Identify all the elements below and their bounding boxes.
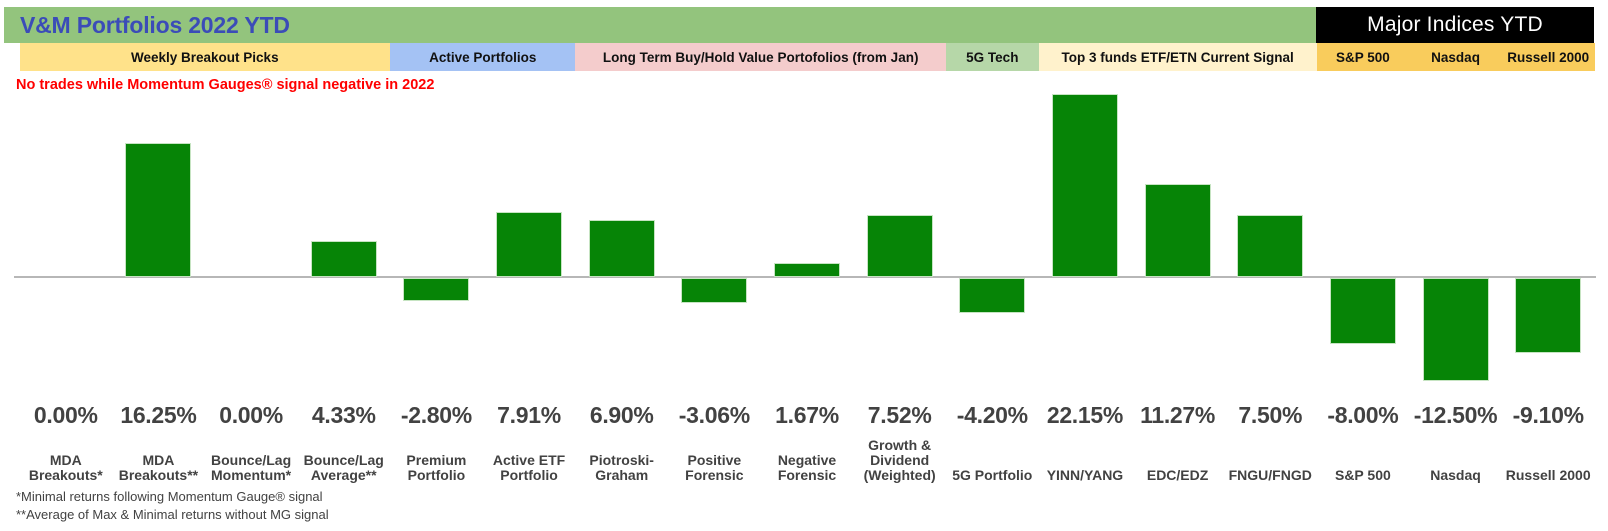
category-band-label: Active Portfolios [429, 49, 537, 65]
category-band: Top 3 funds ETF/ETN Current Signal [1038, 43, 1317, 71]
category-band: Active Portfolios [390, 43, 576, 71]
chart-bar [310, 241, 377, 277]
chart-bar [681, 278, 748, 304]
bar-category-label: Active ETF Portfolio [492, 452, 566, 483]
chart-bar [774, 263, 840, 277]
category-band: Nasdaq [1409, 43, 1502, 71]
title-band: V&M Portfolios 2022 YTD [4, 7, 1316, 43]
bar-value-label: -2.80% [400, 402, 472, 428]
chart-bar [1515, 278, 1582, 354]
bar-value-label: 4.33% [311, 402, 376, 428]
bar-value-label: -3.06% [678, 402, 750, 428]
category-band-label: Top 3 funds ETF/ETN Current Signal [1061, 49, 1294, 65]
warning-text: No trades while Momentum Gauges® signal … [16, 77, 435, 93]
bar-value-label: -9.10% [1512, 402, 1584, 428]
bar-category-label: MDA Breakouts* [28, 452, 103, 483]
chart-bar [125, 142, 192, 277]
bar-value-label: 0.00% [219, 402, 283, 428]
bar-value-label: 22.15% [1046, 402, 1124, 428]
chart-bar [1329, 278, 1396, 344]
footnote-1: *Minimal returns following Momentum Gaug… [16, 489, 323, 504]
category-band: Long Term Buy/Hold Value Portofolios (fr… [575, 43, 946, 71]
bar-value-label: -8.00% [1327, 402, 1399, 428]
chart-bar [1144, 184, 1211, 277]
bar-value-label: 16.25% [120, 402, 197, 428]
bar-category-label: Positive Forensic [685, 452, 744, 483]
bar-value-label: -4.20% [956, 402, 1028, 428]
bar-value-label: 0.00% [33, 402, 98, 428]
bar-category-label: 5G Portfolio [952, 467, 1033, 483]
chart-bar [1237, 215, 1304, 277]
chart-bar [959, 278, 1026, 313]
category-band-label: Weekly Breakout Picks [131, 49, 279, 65]
bar-category-label: S&P 500 [1334, 467, 1391, 483]
bar-category-label: MDA Breakouts** [118, 452, 199, 483]
category-band: Russell 2000 [1501, 43, 1595, 71]
bar-category-label: Growth & Dividend (Weighted) [863, 437, 936, 483]
bar-category-label: Premium Portfolio [406, 452, 467, 483]
bar-category-label: EDC/EDZ [1146, 467, 1209, 483]
bar-category-label: Negative Forensic [777, 452, 837, 483]
chart-bar [403, 278, 470, 302]
category-band: 5G Tech [946, 43, 1039, 71]
bar-category-label: Piotroski- Graham [589, 452, 654, 483]
major-indices-header: Major Indices YTD [1316, 7, 1594, 43]
bar-category-label: YINN/YANG [1046, 467, 1124, 483]
zero-axis-line [14, 276, 1596, 278]
category-band-label: 5G Tech [966, 49, 1019, 65]
chart-bar [866, 214, 933, 277]
major-indices-title: Major Indices YTD [1367, 13, 1543, 36]
bar-value-label: 11.27% [1140, 402, 1216, 428]
category-band-label: Nasdaq [1431, 49, 1480, 65]
bar-category-label: FNGU/FNGD [1228, 467, 1312, 483]
chart-bar [1051, 94, 1118, 277]
bar-value-label: 1.67% [775, 402, 839, 428]
chart-bar [588, 220, 655, 277]
category-band-label: S&P 500 [1336, 49, 1390, 65]
category-band-label: Long Term Buy/Hold Value Portofolios (fr… [602, 49, 919, 65]
category-band: S&P 500 [1316, 43, 1410, 71]
bar-category-label: Nasdaq [1430, 467, 1481, 483]
chart-bar [496, 211, 563, 277]
chart-title: V&M Portfolios 2022 YTD [20, 11, 290, 38]
category-band-label: Russell 2000 [1507, 49, 1590, 65]
bar-value-label: 7.50% [1238, 402, 1303, 428]
bar-value-label: 6.90% [589, 402, 654, 428]
chart-bar [1422, 278, 1489, 382]
bar-category-label: Bounce/Lag Average** [303, 452, 384, 483]
bar-value-label: -12.50% [1413, 402, 1498, 428]
bar-value-label: 7.52% [867, 402, 932, 428]
bar-category-label: Russell 2000 [1505, 467, 1591, 483]
footnote-2: **Average of Max & Minimal returns witho… [16, 507, 329, 522]
bar-category-label: Bounce/Lag Momentum* [211, 452, 292, 483]
category-band: Weekly Breakout Picks [19, 43, 391, 71]
bar-value-label: 7.91% [497, 402, 561, 428]
